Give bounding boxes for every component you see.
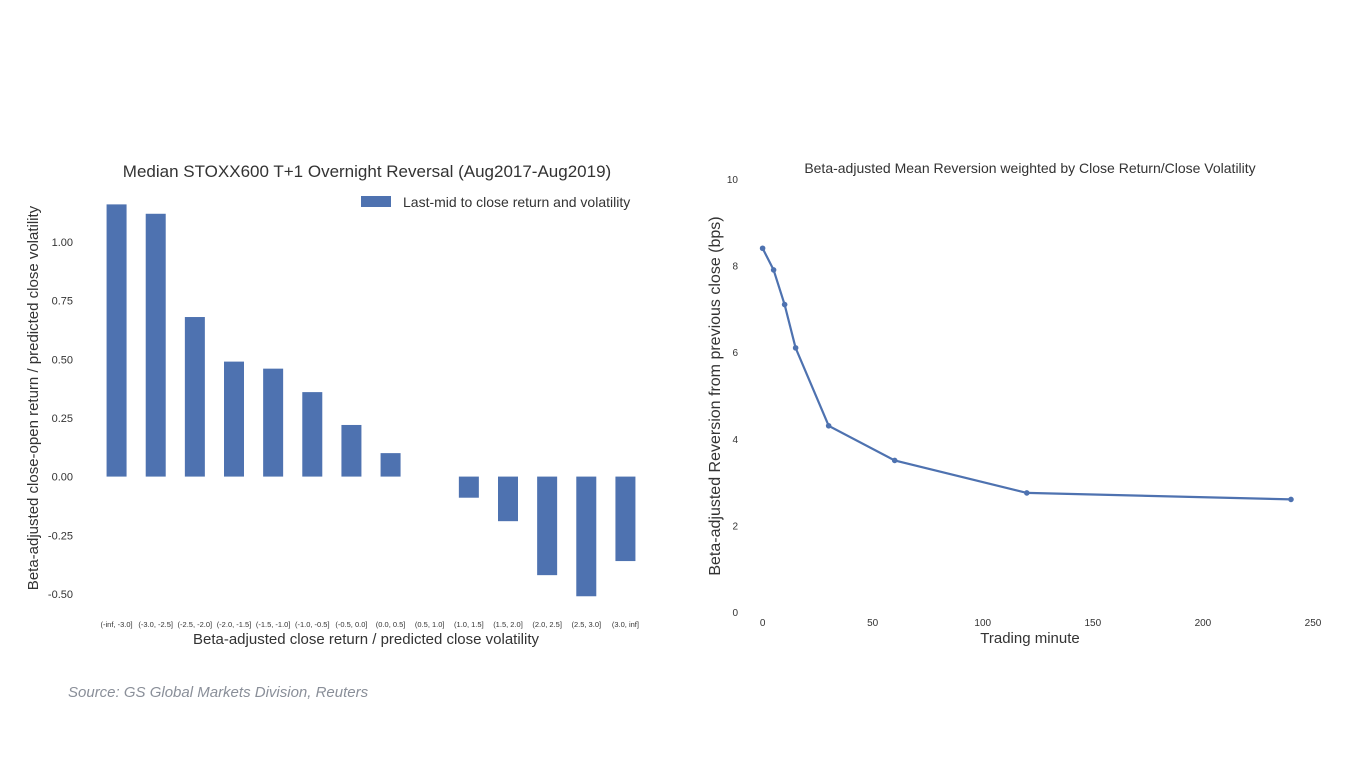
bar-chart-plot: -0.50 -0.25 0.00 0.25 0.50 0.75 1.00 (-inf, -3.… xyxy=(48,204,639,629)
bar xyxy=(224,361,244,477)
bar xyxy=(145,213,166,477)
bar xyxy=(106,204,127,477)
data-point xyxy=(759,245,766,252)
x-tick-label: (-3.0, -2.5] xyxy=(138,620,173,629)
bar xyxy=(263,368,284,477)
data-point xyxy=(891,457,898,464)
bar xyxy=(576,476,597,597)
x-tick-label: 150 xyxy=(1084,618,1101,629)
x-tick-label: 100 xyxy=(974,618,991,629)
x-tick-label: (-inf, -3.0] xyxy=(101,620,133,629)
bar xyxy=(498,476,518,522)
data-point xyxy=(1288,496,1294,503)
x-tick-label: (3.0, inf] xyxy=(612,620,639,629)
x-tick-label: 200 xyxy=(1195,618,1212,629)
bar xyxy=(380,453,401,477)
y-tick-label: 0 xyxy=(732,608,738,619)
series-line xyxy=(761,247,1292,501)
bar-chart-title: Median STOXX600 T+1 Overnight Reversal (… xyxy=(123,162,611,181)
y-tick-label: -0.25 xyxy=(48,530,73,542)
x-tick-label: 250 xyxy=(1305,618,1322,629)
x-tick-label: (1.5, 2.0] xyxy=(493,620,523,629)
x-tick-label: (-0.5, 0.0] xyxy=(335,620,367,629)
y-tick-label: 8 xyxy=(732,262,738,273)
y-tick-label: 4 xyxy=(732,435,738,446)
line-chart-ylabel: Beta-adjusted Reversion from previous cl… xyxy=(707,216,724,575)
y-tick-label: 6 xyxy=(732,348,738,359)
y-tick-label: 0.50 xyxy=(52,354,73,366)
x-tick-label: (1.0, 1.5] xyxy=(454,620,484,629)
data-point xyxy=(770,267,777,273)
data-point xyxy=(1023,490,1030,496)
line-chart-xlabel: Trading minute xyxy=(980,630,1080,647)
x-tick-label: (-2.5, -2.0] xyxy=(178,620,213,629)
bar xyxy=(458,476,479,498)
source-note: Source: GS Global Markets Division, Reut… xyxy=(68,684,369,701)
bar-chart-legend: Last-mid to close return and volatility xyxy=(361,194,630,210)
x-tick-label: 0 xyxy=(760,618,766,629)
data-point xyxy=(825,423,832,429)
bar xyxy=(615,476,636,562)
x-tick-label: (0.0, 0.5] xyxy=(376,620,406,629)
y-tick-label: 0.25 xyxy=(52,413,73,425)
bar-chart-xlabel: Beta-adjusted close return / predicted c… xyxy=(193,631,540,648)
y-tick-label: 2 xyxy=(732,521,738,532)
x-tick-label: (2.5, 3.0] xyxy=(571,620,601,629)
data-point xyxy=(781,301,788,308)
y-tick-label: 0.00 xyxy=(52,472,73,484)
bar xyxy=(537,476,558,576)
x-tick-label: (2.0, 2.5] xyxy=(532,620,562,629)
legend-swatch xyxy=(361,196,391,207)
y-tick-label: -0.50 xyxy=(48,589,73,601)
legend-label: Last-mid to close return and volatility xyxy=(403,194,630,210)
x-tick-label: (-2.0, -1.5] xyxy=(217,620,252,629)
bar-chart-ylabel: Beta-adjusted close-open return / predic… xyxy=(25,205,42,590)
x-tick-label: (0.5, 1.0] xyxy=(415,620,445,629)
bar xyxy=(341,424,362,477)
bar xyxy=(184,317,205,477)
y-tick-label: 10 xyxy=(727,175,739,186)
bar xyxy=(302,392,323,477)
y-tick-label: 0.75 xyxy=(52,296,73,308)
y-tick-label: 1.00 xyxy=(52,237,73,249)
x-tick-label: (-1.5, -1.0] xyxy=(256,620,291,629)
x-tick-label: 50 xyxy=(867,618,879,629)
data-point xyxy=(792,345,799,351)
line-chart-title: Beta-adjusted Mean Reversion weighted by… xyxy=(804,160,1255,176)
x-tick-label: (-1.0, -0.5] xyxy=(295,620,330,629)
